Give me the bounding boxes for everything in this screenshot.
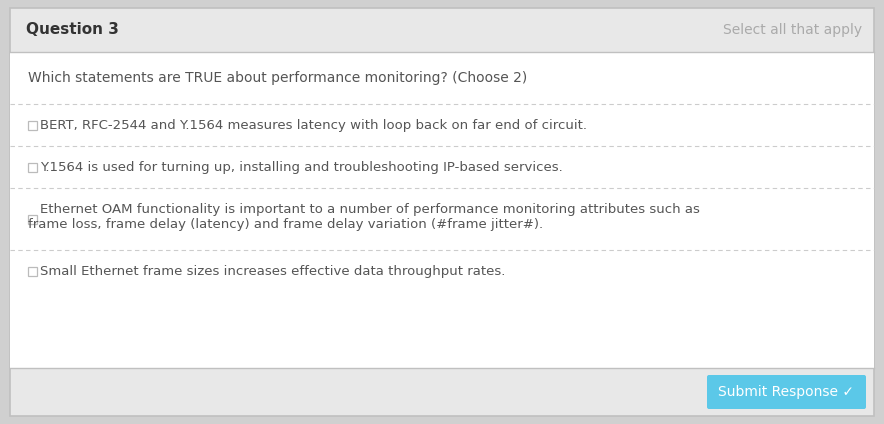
Text: Question 3: Question 3 [26,22,118,37]
FancyBboxPatch shape [10,8,874,416]
FancyBboxPatch shape [10,52,874,368]
Text: BERT, RFC-2544 and Y.1564 measures latency with loop back on far end of circuit.: BERT, RFC-2544 and Y.1564 measures laten… [40,118,587,131]
FancyBboxPatch shape [27,215,36,223]
FancyBboxPatch shape [27,120,36,129]
Text: frame loss, frame delay (latency) and frame delay variation (#frame jitter#).: frame loss, frame delay (latency) and fr… [28,218,543,231]
Text: Y.1564 is used for turning up, installing and troubleshooting IP-based services.: Y.1564 is used for turning up, installin… [40,161,563,173]
Text: Select all that apply: Select all that apply [723,23,862,37]
Text: Ethernet OAM functionality is important to a number of performance monitoring at: Ethernet OAM functionality is important … [40,203,700,216]
FancyBboxPatch shape [27,267,36,276]
FancyBboxPatch shape [27,162,36,171]
FancyBboxPatch shape [707,375,866,409]
Text: Submit Response ✓: Submit Response ✓ [719,385,855,399]
Text: Which statements are TRUE about performance monitoring? (Choose 2): Which statements are TRUE about performa… [28,71,527,85]
Text: Small Ethernet frame sizes increases effective data throughput rates.: Small Ethernet frame sizes increases eff… [40,265,506,277]
